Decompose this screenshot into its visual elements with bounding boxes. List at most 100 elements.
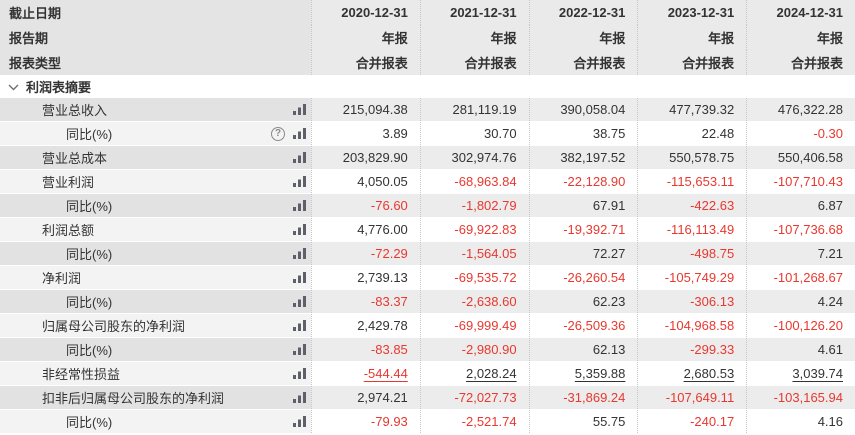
row-icons	[293, 296, 311, 307]
value-cell: -83.37	[311, 290, 420, 313]
bar-chart-icon[interactable]	[293, 272, 306, 283]
header-value: 2022-12-31	[558, 5, 626, 20]
value-text: -107,736.68	[773, 222, 843, 237]
value-text: 2,429.78	[357, 318, 408, 333]
value-cell: 203,829.90	[311, 146, 420, 169]
value-cell: -72.29	[311, 242, 420, 265]
value-cell: 62.13	[528, 338, 638, 361]
table-row: 同比(%) -79.93 -2,521.74 55.75 -240.17 4.16	[0, 410, 855, 434]
value-text: 4.24	[817, 294, 843, 309]
value-text: -69,535.72	[454, 270, 517, 285]
header-value-cell: 合并报表	[311, 50, 420, 75]
value-text: -31,869.24	[563, 390, 626, 405]
bar-chart-icon[interactable]	[293, 152, 306, 163]
header-value: 年报	[599, 31, 626, 46]
header-value-cell: 2020-12-31	[311, 0, 420, 25]
header-value-cell: 年报	[637, 25, 747, 50]
value-text: -422.63	[690, 198, 735, 213]
header-value-cell: 年报	[311, 25, 420, 50]
value-cell[interactable]: -544.44	[311, 362, 420, 385]
table-row: 净利润 2,739.13 -69,535.72 -26,260.54 -105,749.…	[0, 266, 855, 290]
value-text: -544.44	[363, 366, 408, 381]
bar-chart-icon[interactable]	[293, 224, 306, 235]
row-label-cell: 同比(%)	[0, 290, 311, 313]
value-cell[interactable]: 2,028.24	[419, 362, 529, 385]
table-body: 营业总收入 215,094.38 281,119.19 390,058.04 477,7…	[0, 98, 855, 434]
value-cell: -2,638.60	[419, 290, 529, 313]
bar-chart-icon[interactable]	[293, 128, 306, 139]
value-cell: -69,999.49	[419, 314, 529, 337]
value-cell: 4.24	[746, 290, 855, 313]
value-text: 2,739.13	[357, 270, 408, 285]
header-value-cell: 合并报表	[528, 50, 638, 75]
bar-chart-icon[interactable]	[293, 320, 306, 331]
value-cell: -79.93	[311, 410, 420, 433]
value-cell: -19,392.71	[528, 218, 638, 241]
value-cell[interactable]: 2,680.53	[637, 362, 747, 385]
bar-chart-icon[interactable]	[293, 176, 306, 187]
row-label: 营业总成本	[42, 151, 108, 166]
header-value-cell: 合并报表	[419, 50, 529, 75]
value-cell[interactable]: 5,359.88	[528, 362, 638, 385]
row-label: 利润总额	[42, 223, 95, 238]
header-value: 年报	[816, 31, 843, 46]
row-label: 同比(%)	[66, 127, 113, 142]
value-cell: -116,113.49	[637, 218, 747, 241]
bar-chart-icon[interactable]	[293, 344, 306, 355]
value-cell: -107,736.68	[746, 218, 855, 241]
row-label: 营业利润	[42, 175, 95, 190]
header-value: 合并报表	[355, 56, 408, 71]
header-row: 报表类型 合并报表 合并报表 合并报表 合并报表 合并报表	[0, 50, 855, 75]
value-text: 67.91	[592, 198, 626, 213]
row-label-cell: 同比(%)?	[0, 122, 311, 145]
bar-chart-icon[interactable]	[293, 248, 306, 259]
row-icons	[293, 368, 311, 379]
value-cell: -69,922.83	[419, 218, 529, 241]
value-text: -72,027.73	[454, 390, 517, 405]
value-text: 215,094.38	[342, 102, 408, 117]
chevron-down-icon[interactable]	[8, 84, 19, 91]
question-circle-help-icon[interactable]: ?	[271, 126, 285, 141]
value-text: -1,802.79	[461, 198, 517, 213]
bar-chart-icon[interactable]	[293, 200, 306, 211]
value-cell[interactable]: 3,039.74	[746, 362, 855, 385]
row-icons	[293, 200, 311, 211]
value-text: 2,028.24	[465, 366, 517, 381]
value-cell: -2,980.90	[419, 338, 529, 361]
bar-chart-icon[interactable]	[293, 368, 306, 379]
value-text: -306.13	[690, 294, 735, 309]
value-text: 62.13	[592, 342, 626, 357]
value-text: -26,509.36	[563, 318, 626, 333]
value-text: -498.75	[690, 246, 735, 261]
table-row: 同比(%) -72.29 -1,564.05 72.27 -498.75 7.21	[0, 242, 855, 266]
row-icons	[293, 104, 311, 115]
value-cell: -2,521.74	[419, 410, 529, 433]
row-label-cell: 营业利润	[0, 170, 311, 193]
value-cell: -101,268.67	[746, 266, 855, 289]
value-text: 550,578.75	[669, 150, 735, 165]
row-label: 同比(%)	[66, 295, 113, 310]
value-cell: -1,802.79	[419, 194, 529, 217]
header-label-cell: 报表类型	[0, 50, 311, 75]
row-label: 同比(%)	[66, 199, 113, 214]
value-cell: 67.91	[528, 194, 638, 217]
section-income-statement-summary[interactable]: 利润表摘要	[0, 75, 855, 98]
value-text: -107,649.11	[665, 390, 735, 405]
header-value: 年报	[381, 31, 408, 46]
bar-chart-icon[interactable]	[293, 296, 306, 307]
value-text: 4.16	[817, 414, 843, 429]
value-text: 4.61	[817, 342, 843, 357]
header-label: 截止日期	[9, 6, 62, 21]
row-label-cell: 扣非后归属母公司股东的净利润	[0, 386, 311, 409]
header-value-cell: 2021-12-31	[419, 0, 529, 25]
table-header: 截止日期 2020-12-31 2021-12-31 2022-12-31 2023-1…	[0, 0, 855, 75]
value-cell: 476,322.28	[746, 98, 855, 121]
row-label: 营业总收入	[42, 103, 108, 118]
header-value: 2020-12-31	[341, 5, 408, 20]
bar-chart-icon[interactable]	[293, 392, 306, 403]
row-icons	[293, 344, 311, 355]
bar-chart-icon[interactable]	[293, 416, 306, 427]
bar-chart-icon[interactable]	[293, 104, 306, 115]
value-cell: 550,406.58	[746, 146, 855, 169]
row-label-cell: 营业总成本	[0, 146, 311, 169]
